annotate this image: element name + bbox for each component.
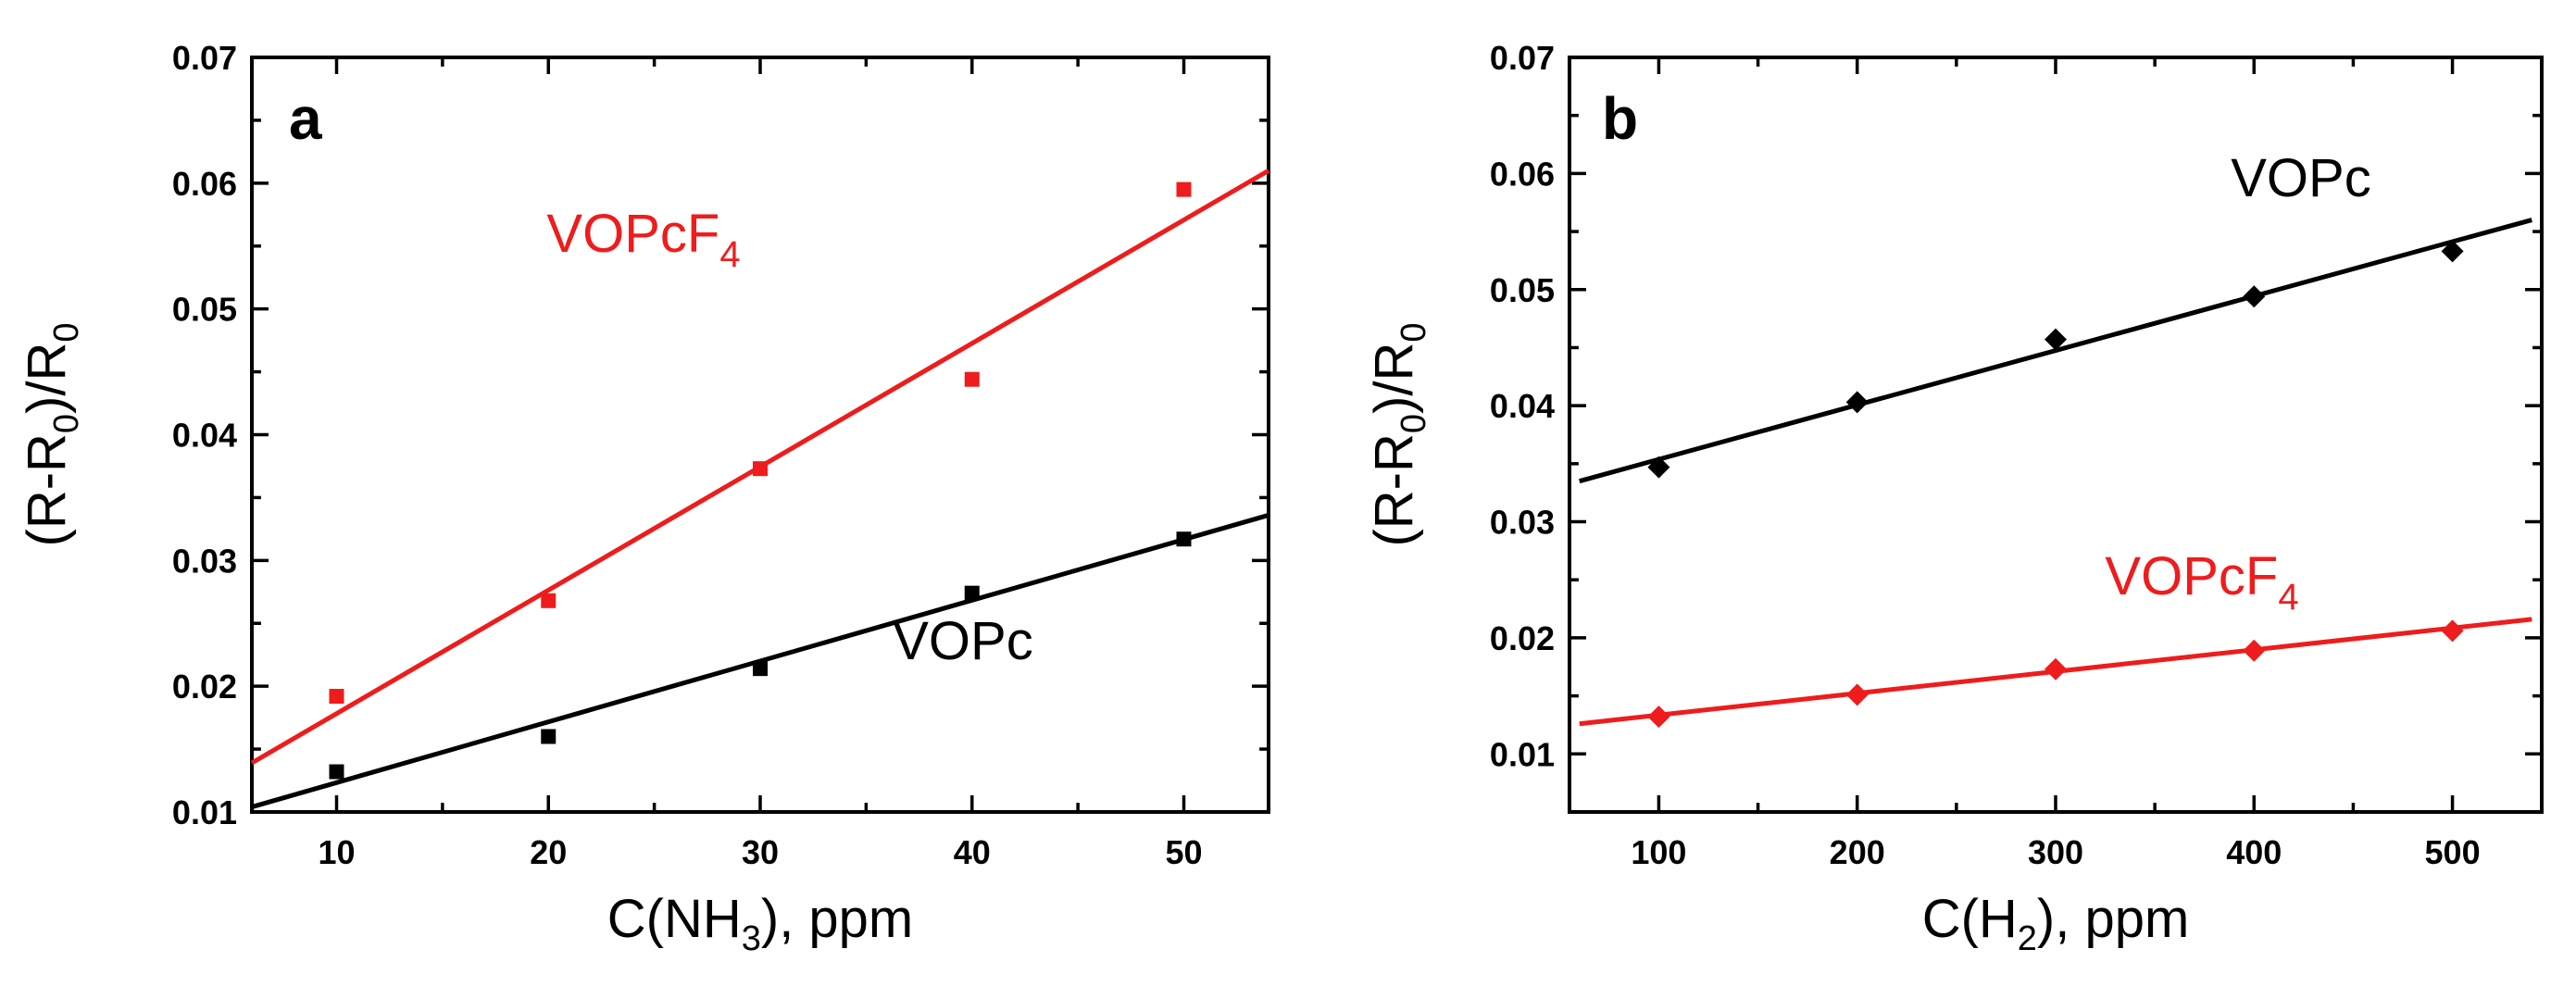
panel-a-x-axis-title-rest: ), ppm [761, 889, 913, 949]
panel-a-series-vopc-point [1176, 531, 1192, 547]
panel-a-x-tick-label: 30 [742, 833, 779, 871]
panel-b-x-tick-label: 400 [2226, 833, 2282, 871]
panel-b-series-vopc-point [1845, 391, 1869, 414]
panel-a-frame [250, 56, 1270, 814]
panel-a-y-tick-label: 0.03 [172, 542, 237, 580]
panel-b-series-vopc-point [2045, 328, 2067, 351]
panel-a-series-vopcf4-label: VOPcF4 [546, 204, 740, 275]
panel-a-series-vopcf4-point [753, 461, 768, 477]
panel-a-x-axis-title-main: C(NH [607, 889, 742, 949]
panel-b-frame [1568, 56, 2544, 814]
panel-b-label: b [1602, 85, 1638, 152]
panel-a-series-vopcf4-point [541, 593, 556, 608]
panel-a-series-vopc-point [329, 764, 344, 780]
panel-b-series-vopc-point [2243, 285, 2266, 308]
panel-a-series-vopcf4: VOPcF4 [250, 169, 1270, 766]
panel-b-y-axis-title-mid: )/R [1364, 343, 1424, 414]
panel-a-series-vopcf4-label-sub: 4 [719, 234, 740, 275]
panel-b-x-tick-label: 100 [1631, 833, 1686, 871]
panel-a-y-tick-label: 0.07 [172, 39, 237, 77]
panel-a-y-tick-label: 0.05 [172, 291, 237, 329]
panel-b-series-vopc-point [2441, 240, 2464, 263]
panel-a-series-vopc: VOPc [251, 513, 1269, 809]
panel-a-series-vopc-point [541, 729, 556, 744]
panel-b-series-vopc-label-main: VOPc [2231, 148, 2371, 208]
panel-b-y-tick-label: 0.01 [1490, 735, 1555, 773]
panel-a-series-vopc-point [964, 585, 980, 601]
panel-b-x-tick-label: 500 [2425, 833, 2481, 871]
panel-b-series-vopc: VOPc [1579, 148, 2532, 484]
panel-b-y-tick-label: 0.07 [1490, 39, 1555, 77]
panel-a-x-axis-title-sub: 3 [742, 919, 761, 958]
panel-a-series-vopcf4-point [1176, 181, 1192, 197]
panel-b-series-vopc-label: VOPc [2231, 148, 2371, 208]
panel-b-series-vopcf4-label-sub: 4 [2278, 577, 2298, 618]
panel-a-y-axis-title-sub2: 0 [47, 322, 86, 342]
panel-b-y-axis-title-sub2: 0 [1394, 322, 1433, 342]
panel-a-series-vopc-label-main: VOPc [893, 611, 1033, 671]
panel-b-series-vopcf4-point [2441, 619, 2464, 643]
panel-b: 100 200 300 400 5000.010.020.030.040.050.060… [1364, 39, 2544, 958]
panel-b-x-tick-label: 200 [1830, 833, 1885, 871]
panel-a-y-axis-title-sub1: 0 [47, 414, 86, 433]
panel-a-series-vopcf4-label-main: VOPcF [546, 204, 719, 264]
panel-b-series-vopcf4-point [2243, 639, 2266, 662]
panel-b-y-tick-label: 0.03 [1490, 504, 1555, 542]
panel-a-series-vopc-fit-line [251, 513, 1269, 809]
panel-b-y-axis-title: (R-R0)/R0 [1364, 322, 1433, 546]
panel-a-x-tick-label: 40 [954, 833, 991, 871]
panel-b-y-tick-label: 0.02 [1490, 619, 1555, 657]
panel-a-y-axis-title-mid: )/R [17, 343, 77, 414]
panel-a-y-tick-label: 0.01 [172, 793, 237, 831]
panel-b-x-axis-title-rest: ), ppm [2037, 889, 2189, 949]
panel-a-label: a [289, 85, 322, 152]
panel-b-x-axis-title-main: C(H [1922, 889, 2018, 949]
panel-a-series-vopcf4-point [964, 371, 980, 387]
panel-b-series-vopc-point [1647, 456, 1670, 479]
panel-b-series-vopcf4: VOPcF4 [1579, 546, 2532, 729]
panel-b-y-tick-label: 0.04 [1490, 387, 1555, 425]
panel-b-series-vopcf4-point [1845, 683, 1869, 706]
panel-b-series-vopcf4-label-main: VOPcF [2105, 546, 2278, 606]
panel-a-x-tick-label: 20 [530, 833, 567, 871]
panel-a-series-vopc-label: VOPc [893, 611, 1033, 671]
panel-a-y-tick-label: 0.02 [172, 668, 237, 706]
panel-a-x-tick-label: 10 [318, 833, 355, 871]
panel-b-y-tick-label: 0.05 [1490, 271, 1555, 309]
panel-a-y-tick-label: 0.04 [172, 417, 237, 455]
panel-b-x-axis-title-sub: 2 [2018, 919, 2037, 958]
panel-b-x-tick-label: 300 [2028, 833, 2083, 871]
panel-a-y-axis-title: (R-R0)/R0 [17, 322, 86, 546]
panel-b-x-axis-title: C(H2), ppm [1922, 889, 2190, 958]
panel-a-x-axis-title: C(NH3), ppm [607, 889, 914, 958]
panel-b-series-vopcf4-label: VOPcF4 [2105, 546, 2298, 618]
panel-b-series-vopcf4-point [1647, 706, 1670, 729]
panel-b-y-tick-label: 0.06 [1490, 155, 1555, 193]
panel-a-y-axis-title-main: (R-R [17, 433, 77, 546]
panel-a: 10 20 30 40 500.010.020.030.040.050.060.07aC… [17, 39, 1270, 958]
panel-b-series-vopcf4-point [2045, 657, 2067, 681]
panel-a-series-vopc-point [753, 661, 768, 677]
panel-a-series-vopcf4-point [329, 689, 344, 705]
panel-b-y-axis-title-main: (R-R [1364, 433, 1424, 546]
panel-a-y-tick-label: 0.06 [172, 165, 237, 203]
panel-b-y-axis-title-sub1: 0 [1394, 414, 1433, 433]
panel-a-x-tick-label: 50 [1165, 833, 1202, 871]
